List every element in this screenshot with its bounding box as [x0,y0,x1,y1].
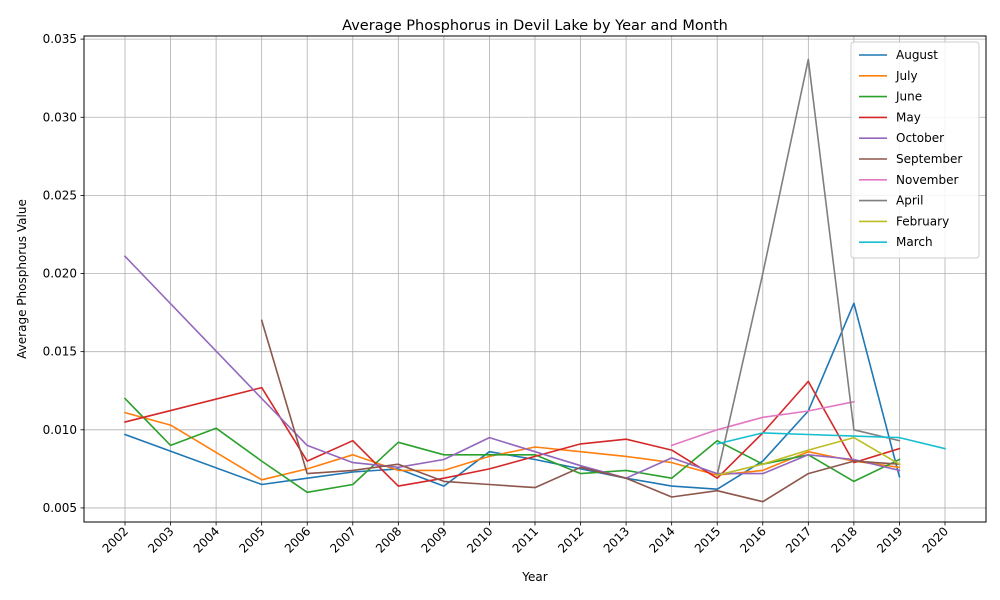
y-tick-label: 0.015 [43,345,77,359]
series-line-september [260,319,901,503]
y-tick-label: 0.010 [43,423,77,437]
legend-label: September [896,152,962,166]
legend-label: November [896,173,958,187]
y-tick-label: 0.025 [43,188,77,202]
legend-label: February [896,214,949,228]
series-line-july [124,411,901,481]
legend-label: June [895,90,922,104]
y-tick-label: 0.035 [43,32,77,46]
legend: August July June May October September Novembe… [850,41,980,259]
legend-label: October [896,131,944,145]
series-layer [123,58,946,503]
y-tick-label: 0.030 [43,110,77,124]
series-line-november [670,400,855,447]
series-line-march [716,432,946,450]
legend-label: March [896,235,933,249]
legend-label: August [896,48,938,62]
chart-title: Average Phosphorus in Devil Lake by Year… [342,18,728,34]
grid-layer [84,36,986,522]
series-line-october [123,255,901,480]
legend-label: July [895,69,918,83]
legend-label: April [896,194,923,208]
y-axis-label: Average Phosphorus Value [15,199,29,359]
y-tick-label: 0.020 [43,267,77,281]
x-axis-label: Year [521,570,547,584]
series-line-may [124,380,901,487]
series-line-february [716,436,901,477]
series-line-april [716,58,901,477]
legend-label: May [896,110,921,124]
y-tick-label: 0.005 [43,501,77,515]
